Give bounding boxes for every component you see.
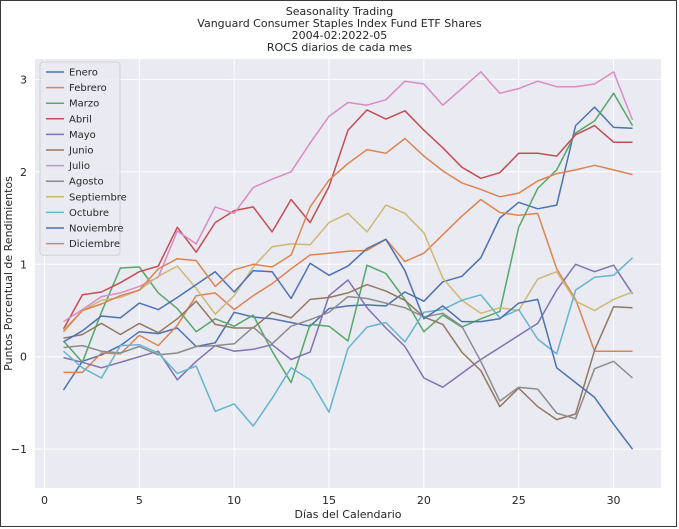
x-tick-label: 25 [512, 494, 526, 507]
legend-box [39, 61, 121, 256]
plot-area [35, 59, 661, 488]
series-line-febrero [63, 198, 633, 374]
legend-label-julio: Julio [68, 161, 90, 172]
legend-label-mayo: Mayo [69, 130, 96, 141]
legend-label-marzo: Marzo [69, 99, 99, 110]
series-line-enero [62, 106, 633, 391]
series-line-mayo [63, 263, 634, 388]
y-tick-label: 3 [20, 73, 27, 86]
legend-label-enero: Enero [69, 68, 98, 79]
series-line-octubre [63, 257, 634, 427]
chart-title-line-4: ROCS diarios de cada mes [266, 41, 413, 54]
series-line-noviembre [63, 238, 634, 450]
chart-title-line-1: Seasonality Trading [285, 5, 394, 18]
legend-label-junio: Junio [68, 146, 94, 157]
y-tick-label: −1 [11, 443, 27, 456]
series-line-marzo [62, 92, 634, 384]
chart-title-line-2: Vanguard Consumer Staples Index Fund ETF… [197, 17, 482, 30]
x-tick-label: 0 [41, 494, 48, 507]
legend-label-febrero: Febrero [69, 83, 107, 94]
series-line-junio [63, 283, 633, 421]
y-axis-label: Puntos Porcentual de Rendimientos [2, 176, 15, 371]
x-tick-label: 15 [322, 494, 336, 507]
legend-label-diciembre: Diciembre [69, 239, 120, 250]
y-tick-label: 0 [20, 351, 27, 364]
x-tick-label: 20 [417, 494, 431, 507]
legend-label-septiembre: Septiembre [69, 192, 127, 203]
series-line-abril [62, 109, 633, 330]
legend-label-octubre: Octubre [69, 208, 109, 219]
x-axis-label: Días del Calendario [294, 508, 401, 521]
series-line-septiembre [62, 204, 633, 331]
series-line-agosto [63, 295, 633, 420]
series-line-diciembre [62, 137, 633, 333]
legend-label-noviembre: Noviembre [69, 224, 124, 235]
chart-title-line-3: 2004-02:2022-05 [291, 29, 388, 42]
x-tick-label: 10 [227, 494, 241, 507]
y-tick-label: 1 [20, 258, 27, 271]
legend-label-abril: Abril [69, 114, 92, 125]
x-tick-label: 30 [607, 494, 621, 507]
y-tick-label: 2 [20, 166, 27, 179]
x-tick-label: 5 [136, 494, 143, 507]
legend-label-agosto: Agosto [69, 177, 104, 188]
